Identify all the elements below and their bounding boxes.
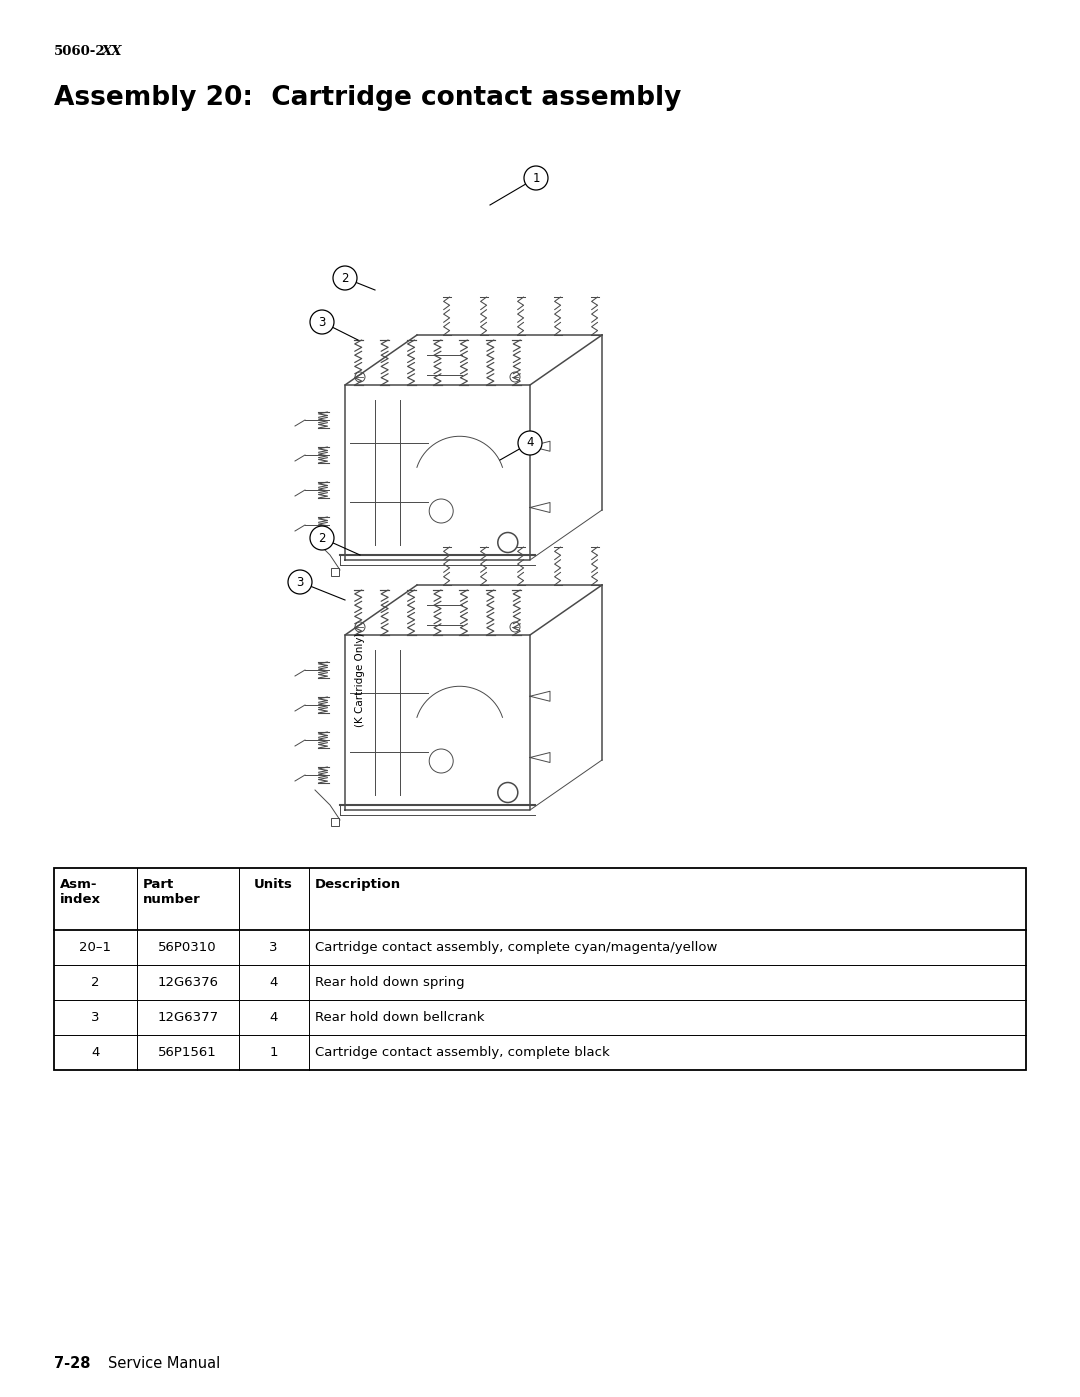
Text: Assembly 20:  Cartridge contact assembly: Assembly 20: Cartridge contact assembly: [54, 85, 681, 110]
Text: Rear hold down spring: Rear hold down spring: [314, 977, 464, 989]
Text: 12G6377: 12G6377: [157, 1011, 218, 1024]
Text: 5060-2: 5060-2: [54, 45, 106, 59]
Text: 3: 3: [91, 1011, 99, 1024]
Text: 56P1561: 56P1561: [159, 1046, 217, 1059]
Circle shape: [518, 432, 542, 455]
Text: Part
number: Part number: [143, 877, 201, 907]
Circle shape: [524, 166, 548, 190]
Circle shape: [355, 372, 365, 381]
Circle shape: [510, 622, 519, 631]
Text: Cartridge contact assembly, complete black: Cartridge contact assembly, complete bla…: [314, 1046, 609, 1059]
Text: 4: 4: [270, 1011, 278, 1024]
Text: 20–1: 20–1: [79, 942, 111, 954]
Text: Cartridge contact assembly, complete cyan/magenta/yellow: Cartridge contact assembly, complete cya…: [314, 942, 717, 954]
Text: 2: 2: [91, 977, 99, 989]
Text: 2: 2: [319, 531, 326, 545]
Text: Units: Units: [254, 877, 293, 891]
Circle shape: [355, 622, 365, 631]
Circle shape: [510, 372, 519, 381]
Text: 4: 4: [270, 977, 278, 989]
Text: 3: 3: [319, 316, 326, 328]
Text: 2: 2: [341, 271, 349, 285]
Circle shape: [310, 527, 334, 550]
Bar: [54, 868, 1026, 1070]
Circle shape: [310, 310, 334, 334]
Text: 56P0310: 56P0310: [159, 942, 217, 954]
Text: Asm-
index: Asm- index: [60, 877, 102, 907]
Text: Rear hold down bellcrank: Rear hold down bellcrank: [314, 1011, 484, 1024]
Bar: [330, 819, 339, 826]
Text: XX: XX: [102, 45, 122, 59]
Text: 12G6376: 12G6376: [158, 977, 218, 989]
Text: Service Manual: Service Manual: [108, 1356, 220, 1370]
Text: 3: 3: [296, 576, 303, 588]
Text: 4: 4: [91, 1046, 99, 1059]
Bar: [330, 569, 339, 576]
Text: Description: Description: [314, 877, 401, 891]
Circle shape: [288, 570, 312, 594]
Text: 3: 3: [269, 942, 278, 954]
Text: 4: 4: [526, 436, 534, 450]
Text: (K Cartridge Only): (K Cartridge Only): [355, 633, 365, 728]
Text: 1: 1: [269, 1046, 278, 1059]
Text: 1: 1: [532, 172, 540, 184]
Text: 7-28: 7-28: [54, 1356, 91, 1370]
Circle shape: [333, 265, 357, 291]
